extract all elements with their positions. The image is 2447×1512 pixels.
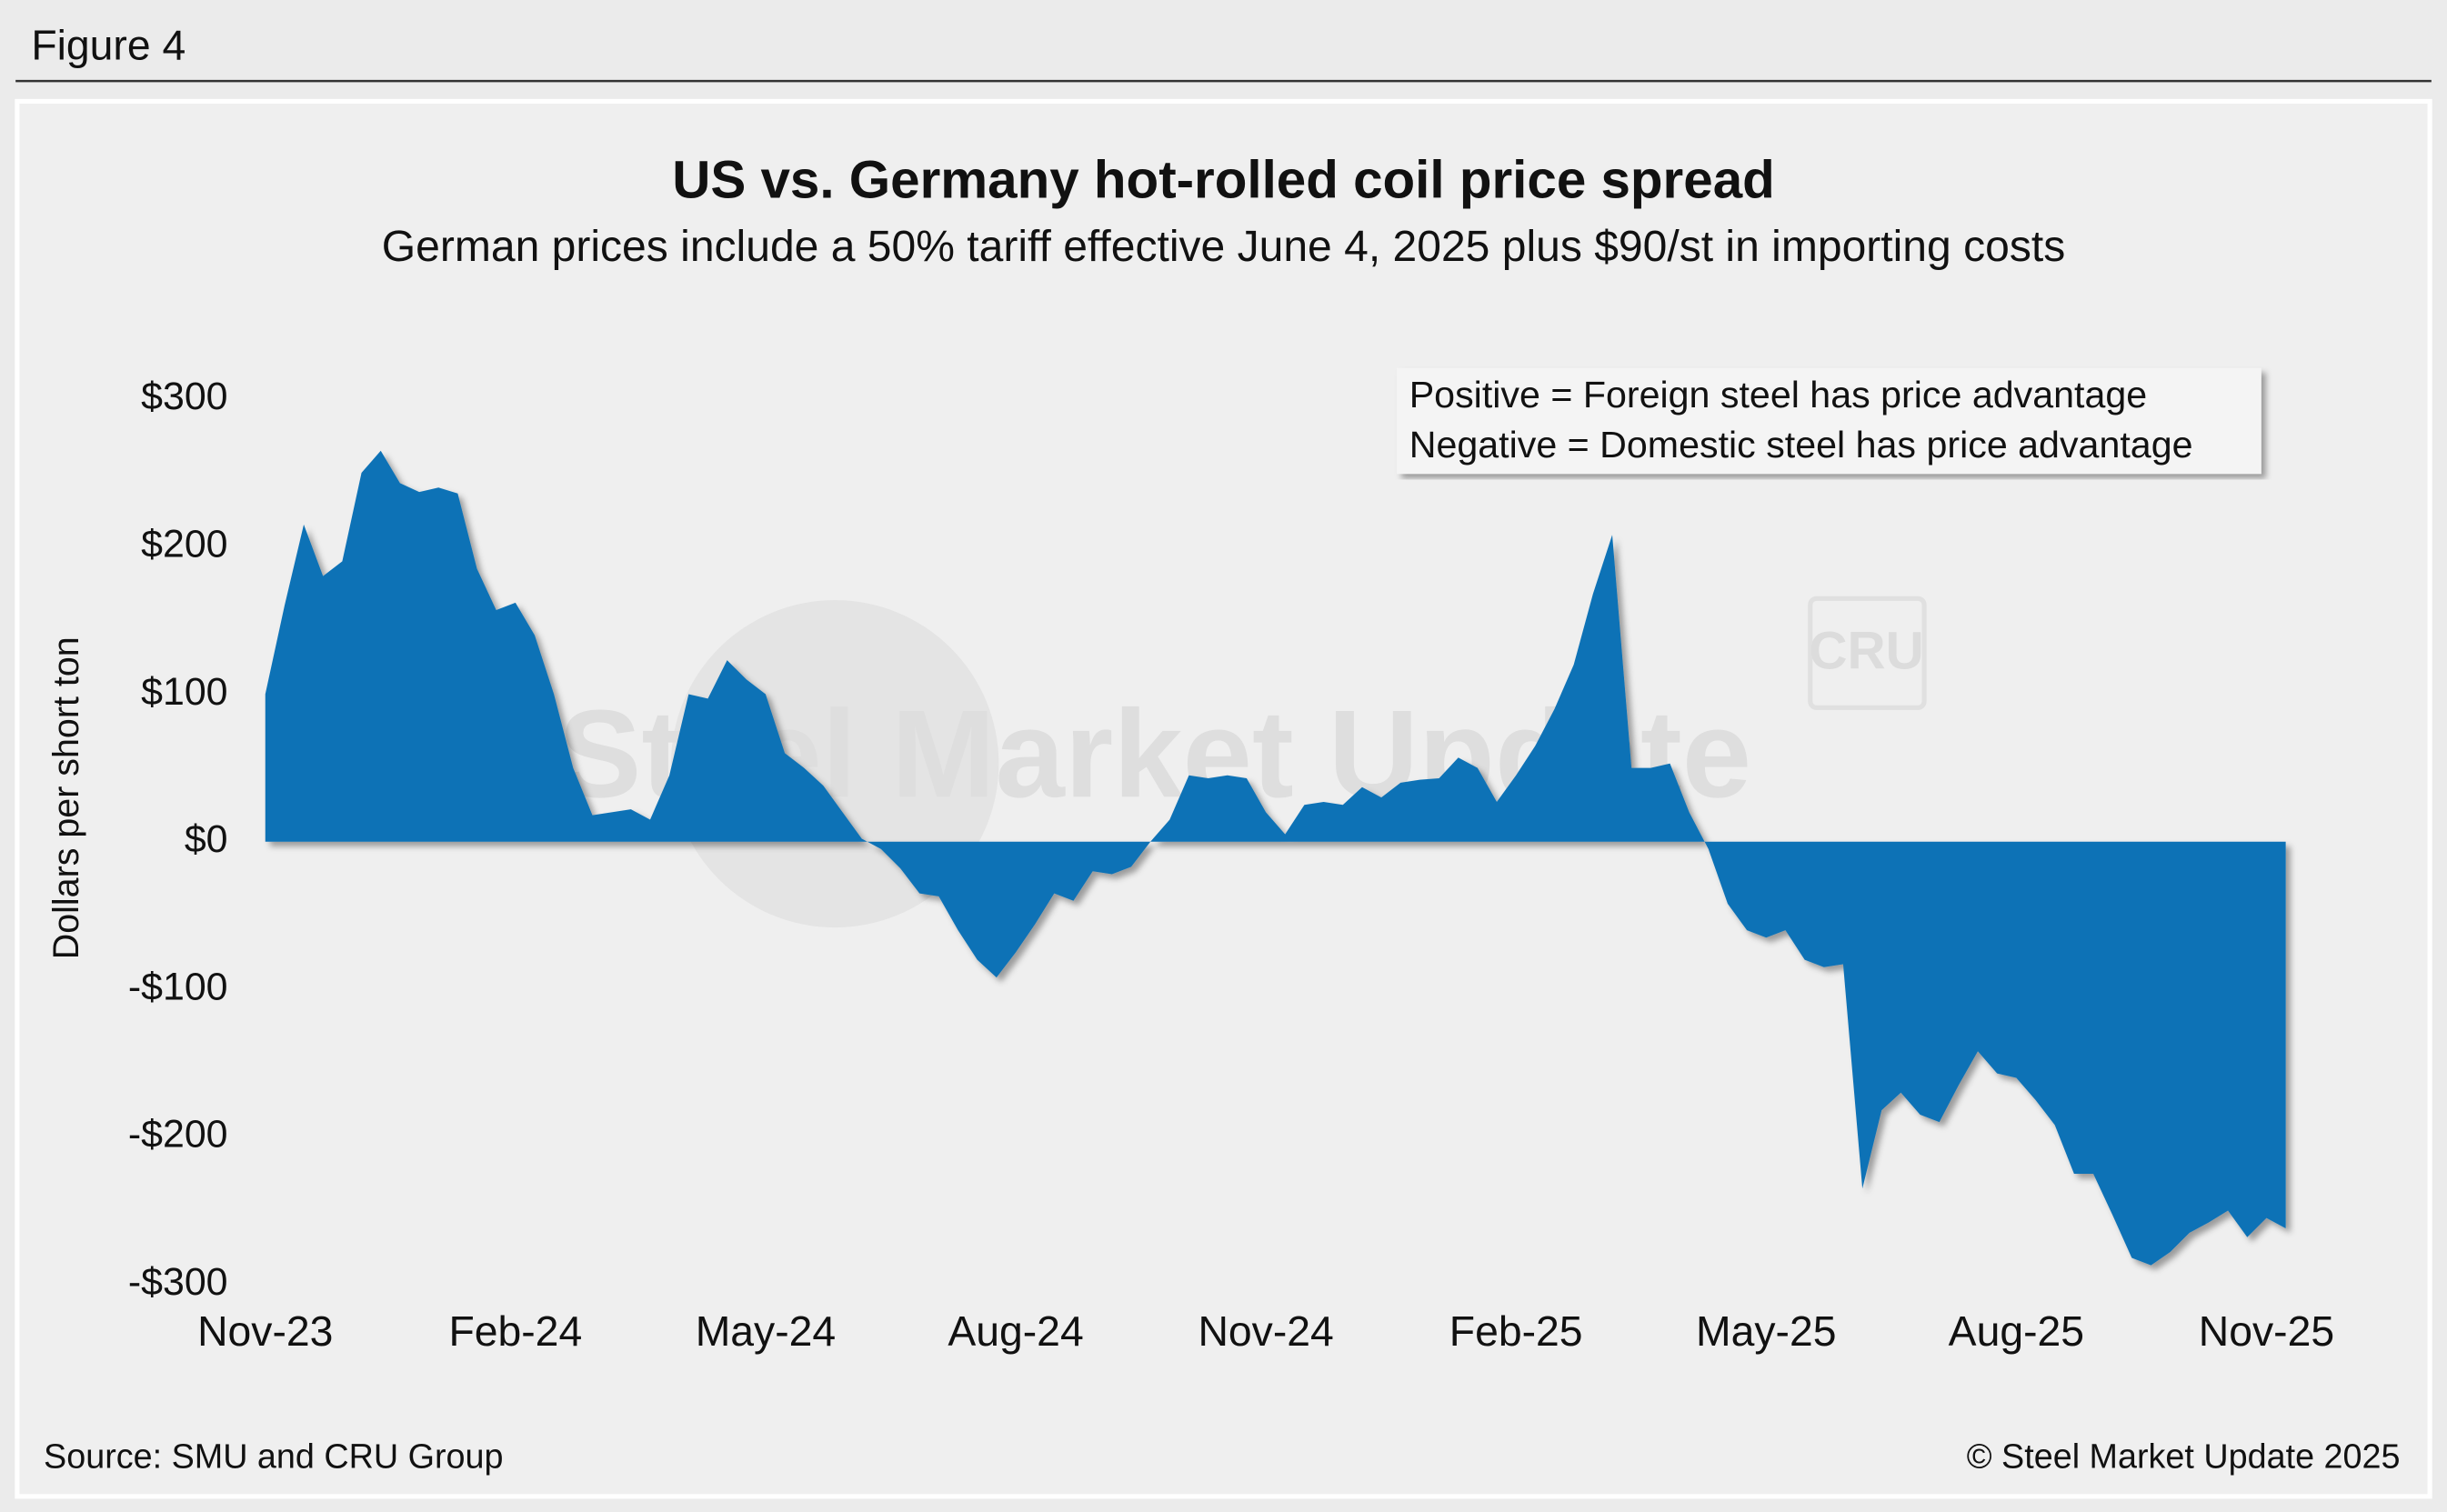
y-tick-label: -$300 [128, 1260, 228, 1304]
source: Source: SMU and CRU Group [44, 1437, 503, 1476]
watermark-cru: CRU [1809, 621, 1923, 680]
copyright: © Steel Market Update 2025 [1967, 1437, 2401, 1476]
y-tick-label: $0 [185, 817, 228, 861]
figure-label: Figure 4 [31, 21, 186, 68]
area [265, 450, 2286, 1266]
chart-title: US vs. Germany hot-rolled coil price spr… [672, 151, 1775, 210]
x-tick-label: Feb-25 [1449, 1307, 1583, 1355]
x-tick-label: Nov-23 [197, 1307, 333, 1355]
y-tick-label: -$100 [128, 965, 228, 1008]
y-tick-label: $300 [141, 375, 227, 418]
annotation: Negative = Domestic steel has price adva… [1409, 424, 2193, 466]
x-tick-label: Nov-25 [2199, 1307, 2334, 1355]
annotation: Positive = Foreign steel has price advan… [1409, 374, 2147, 416]
x-tick-label: May-24 [696, 1307, 836, 1355]
y-tick-label: -$200 [128, 1113, 228, 1157]
y-tick-label: $100 [141, 670, 227, 714]
x-tick-label: Aug-24 [948, 1307, 1083, 1355]
plot [265, 450, 2286, 1266]
watermark-box [1808, 596, 1927, 710]
legend-box [1396, 367, 2261, 475]
chart-subtitle: German prices include a 50% tariff effec… [382, 223, 2065, 271]
y-axis-label: Dollars per short ton [46, 636, 86, 959]
x-tick-label: Nov-24 [1198, 1307, 1333, 1355]
x-tick-label: May-25 [1696, 1307, 1836, 1355]
y-tick-label: $200 [141, 523, 227, 566]
x-tick-label: Aug-25 [1949, 1307, 2084, 1355]
x-tick-label: Feb-24 [448, 1307, 582, 1355]
